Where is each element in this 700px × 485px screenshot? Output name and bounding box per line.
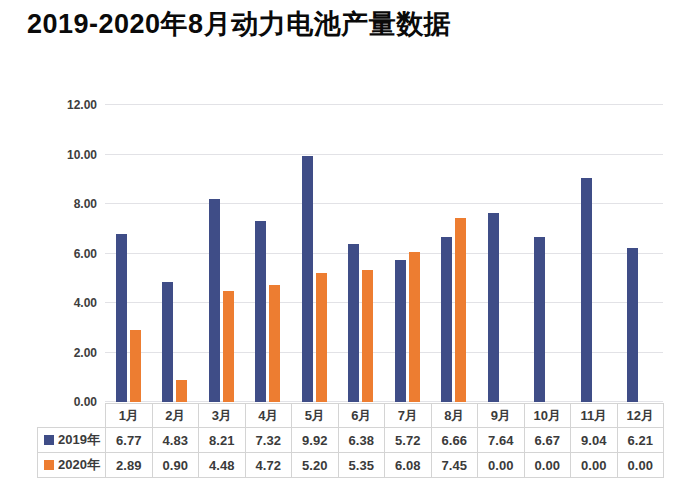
value-cell-2020年: 0.00: [617, 453, 664, 478]
value-cell-2019年: 6.21: [617, 428, 664, 453]
value-cell-2020年: 7.45: [431, 453, 478, 478]
bar-2020年-7月: [409, 252, 420, 402]
month-header-cell: 2月: [152, 404, 199, 428]
month-header-cell: 3月: [199, 404, 246, 428]
bar-group-11月: [570, 105, 617, 402]
bar-2019年-12月: [627, 248, 638, 402]
month-header-cell: 12月: [617, 404, 664, 428]
table-series-row-2020年: 2020年2.890.904.484.725.205.356.087.450.0…: [38, 453, 664, 478]
value-cell-2019年: 6.67: [524, 428, 571, 453]
bar-group-7月: [384, 105, 431, 402]
bar-group-3月: [198, 105, 245, 402]
value-cell-2020年: 4.48: [199, 453, 246, 478]
bar-2019年-10月: [534, 237, 545, 402]
chart-canvas: 2019-2020年8月动力电池产量数据 0.00 2.00 4.00 6.00 8.0…: [0, 0, 700, 485]
month-header-cell: 6月: [338, 404, 385, 428]
bar-2020年-3月: [223, 291, 234, 402]
legend-cell-2020年: 2020年: [38, 453, 106, 478]
value-cell-2019年: 5.72: [385, 428, 432, 453]
bar-2020年-1月: [130, 330, 141, 402]
value-cell-2020年: 6.08: [385, 453, 432, 478]
legend-swatch-icon: [44, 460, 54, 470]
value-cell-2019年: 7.64: [478, 428, 525, 453]
bar-2020年-4月: [269, 285, 280, 402]
value-cell-2019年: 7.32: [245, 428, 292, 453]
table-month-row: 1月2月3月4月5月6月7月8月9月10月11月12月: [38, 404, 664, 428]
bar-2019年-6月: [348, 244, 359, 402]
bar-group-5月: [291, 105, 338, 402]
bar-group-2月: [152, 105, 199, 402]
bar-2020年-6月: [362, 270, 373, 402]
value-cell-2019年: 4.83: [152, 428, 199, 453]
legend-label: 2020年: [58, 457, 100, 472]
bar-2019年-11月: [581, 178, 592, 402]
legend-cell-2019年: 2019年: [38, 428, 106, 453]
legend-swatch-icon: [44, 435, 54, 445]
value-cell-2020年: 4.72: [245, 453, 292, 478]
bar-group-12月: [617, 105, 664, 402]
bar-2019年-3月: [209, 199, 220, 402]
bar-2019年-9月: [488, 213, 499, 402]
plot-area: [105, 105, 663, 402]
y-tick-label: 8.00: [0, 197, 97, 211]
table-series-row-2019年: 2019年 6.774.838.217.329.926.385.726.667.6…: [38, 428, 664, 453]
y-axis: 0.002.004.006.008.0010.0012.00: [0, 105, 97, 402]
y-tick-label: 2.00: [0, 346, 97, 360]
value-cell-2019年: 9.92: [292, 428, 339, 453]
month-header-cell: 5月: [292, 404, 339, 428]
y-tick-label: 10.00: [0, 148, 97, 162]
bar-group-1月: [105, 105, 152, 402]
legend-label: 2019年: [58, 432, 100, 447]
value-cell-2019年: 9.04: [571, 428, 618, 453]
bar-group-10月: [524, 105, 571, 402]
value-cell-2019年: 6.77: [106, 428, 153, 453]
bar-2019年-1月: [116, 234, 127, 402]
y-tick-label: 12.00: [0, 98, 97, 112]
data-table: 1月2月3月4月5月6月7月8月9月10月11月12月 2019年 6.774.83…: [37, 403, 664, 478]
month-header-cell: 11月: [571, 404, 618, 428]
chart-title: 2019-2020年8月动力电池产量数据: [27, 6, 451, 42]
bar-2019年-4月: [255, 221, 266, 402]
y-tick-label: 4.00: [0, 296, 97, 310]
month-header-cell: 4月: [245, 404, 292, 428]
table-body: 1月2月3月4月5月6月7月8月9月10月11月12月 2019年 6.774.83…: [38, 404, 664, 478]
bar-2020年-2月: [176, 380, 187, 402]
bar-group-6月: [338, 105, 385, 402]
bar-group-8月: [431, 105, 478, 402]
bar-2019年-7月: [395, 260, 406, 402]
value-cell-2020年: 5.35: [338, 453, 385, 478]
value-cell-2019年: 6.66: [431, 428, 478, 453]
value-cell-2020年: 0.00: [571, 453, 618, 478]
value-cell-2020年: 0.90: [152, 453, 199, 478]
month-header-cell: 7月: [385, 404, 432, 428]
value-cell-2020年: 5.20: [292, 453, 339, 478]
value-cell-2019年: 8.21: [199, 428, 246, 453]
month-header-cell: 9月: [478, 404, 525, 428]
month-header-cell: 1月: [106, 404, 153, 428]
y-tick-label: 6.00: [0, 247, 97, 261]
bar-2019年-5月: [302, 156, 313, 402]
month-header-cell: 8月: [431, 404, 478, 428]
value-cell-2020年: 0.00: [524, 453, 571, 478]
bar-group-4月: [245, 105, 292, 402]
bar-2020年-8月: [455, 218, 466, 402]
month-header-cell: 10月: [524, 404, 571, 428]
bar-2020年-5月: [316, 273, 327, 402]
value-cell-2020年: 2.89: [106, 453, 153, 478]
bar-2019年-8月: [441, 237, 452, 402]
value-cell-2019年: 6.38: [338, 428, 385, 453]
bar-2019年-2月: [162, 282, 173, 402]
table-corner-cell: [38, 404, 106, 428]
value-cell-2020年: 0.00: [478, 453, 525, 478]
bar-group-9月: [477, 105, 524, 402]
